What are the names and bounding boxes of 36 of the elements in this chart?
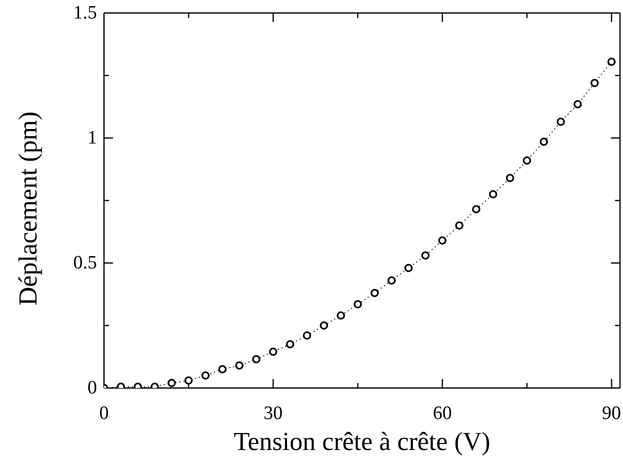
point: [590, 78, 599, 88]
point: [320, 321, 328, 330]
point: [201, 371, 210, 380]
point: [404, 264, 413, 272]
point: [302, 331, 312, 340]
point: [218, 365, 227, 374]
point: [540, 138, 548, 146]
y-tick-label: 1: [88, 128, 97, 148]
point: [184, 376, 193, 385]
point: [522, 156, 532, 165]
point: [506, 174, 514, 182]
point: [387, 276, 396, 285]
y-tick-label: 1.5: [73, 2, 97, 24]
point: [438, 236, 447, 245]
y-tick-label: 0.5: [73, 252, 97, 274]
x-tick-label: 30: [264, 403, 283, 424]
point: [455, 221, 464, 230]
y-tick-label: 0: [88, 378, 97, 398]
x-axis-title: Tension crête à crête (V): [234, 427, 490, 456]
point: [168, 378, 176, 388]
point: [421, 251, 430, 260]
x-tick-label: 90: [602, 403, 622, 424]
point: [286, 340, 294, 348]
point: [607, 58, 616, 66]
point: [472, 205, 480, 214]
x-tick-label: 60: [432, 403, 452, 424]
point: [269, 348, 278, 356]
point: [235, 361, 244, 370]
point: [336, 311, 345, 320]
point: [574, 100, 582, 108]
point: [354, 300, 362, 308]
point: [370, 288, 379, 298]
point: [556, 118, 565, 126]
point: [252, 355, 260, 364]
y-axis-title: Déplacement (pm): [14, 111, 42, 306]
point: [488, 190, 498, 198]
